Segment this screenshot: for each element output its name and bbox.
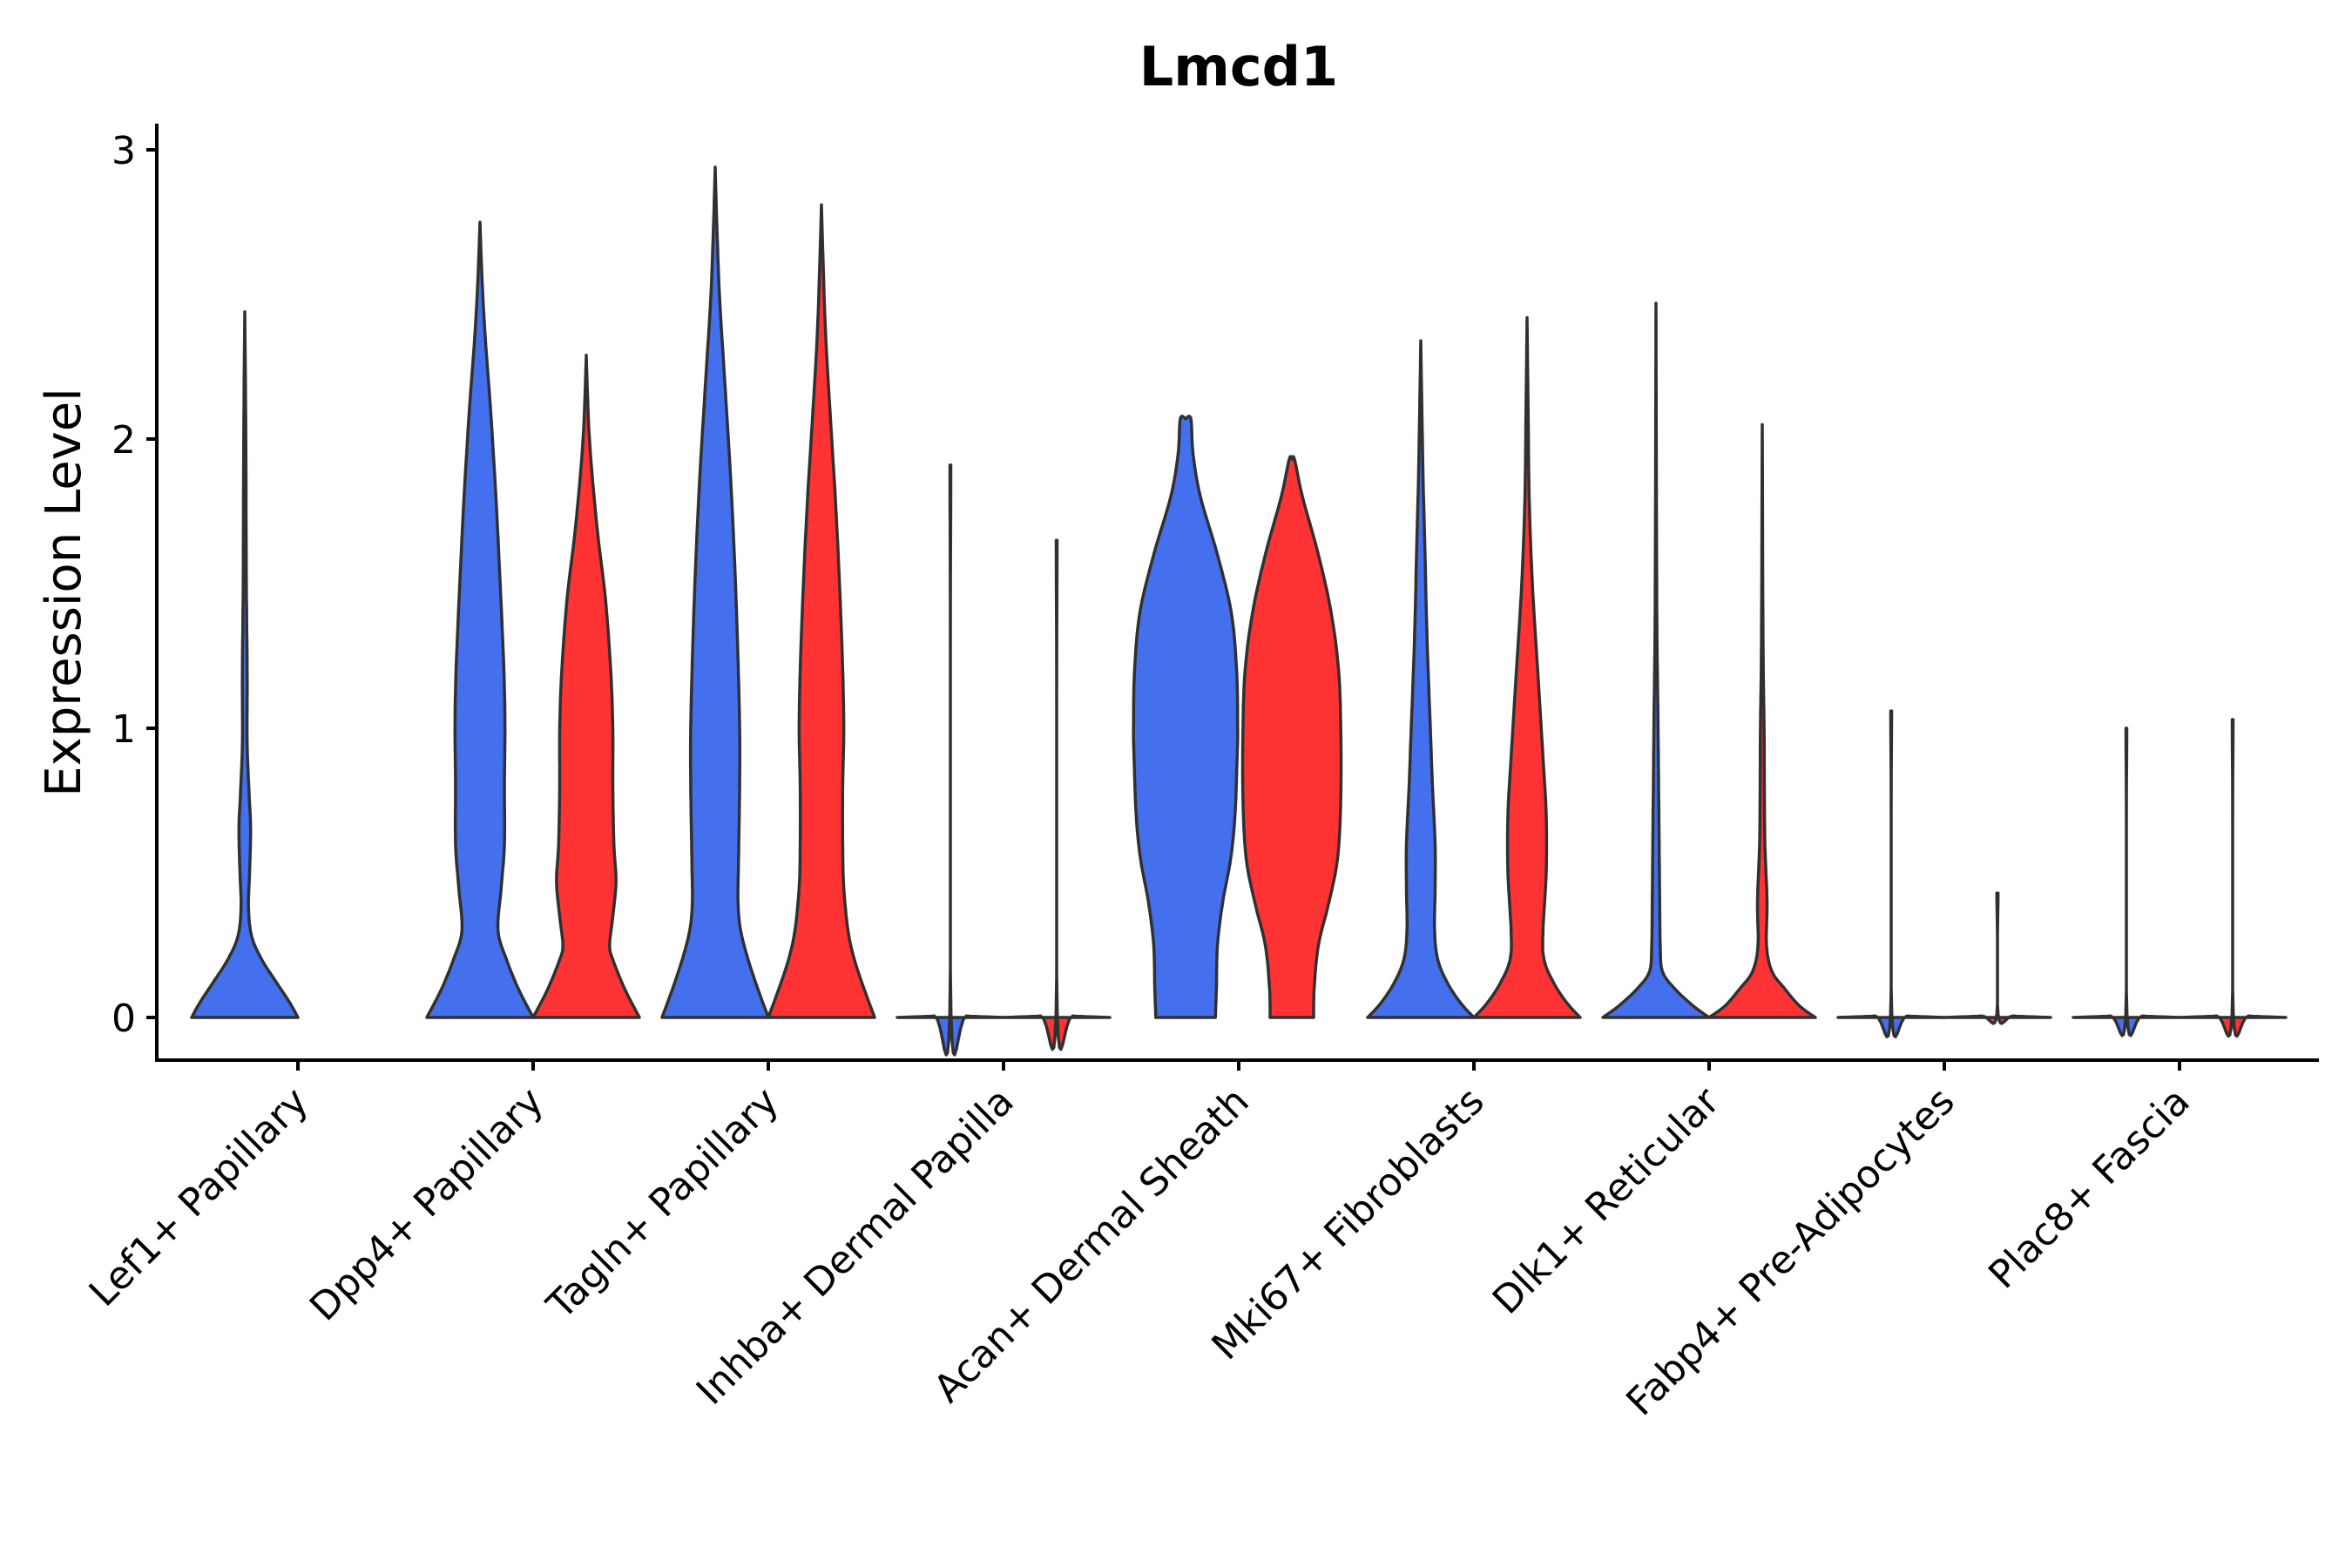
y-ticks-group: 0 1 2 3 bbox=[112, 129, 157, 1041]
y-axis-label: Expression Level bbox=[36, 388, 92, 797]
violin-red bbox=[1943, 891, 2052, 1025]
x-category-label: Tagln+ Papillary bbox=[538, 1079, 787, 1328]
x-category-label: Mki67+ Fibroblasts bbox=[1203, 1079, 1492, 1369]
violin-blue bbox=[896, 463, 1005, 1057]
violin-red bbox=[1707, 422, 1817, 1019]
violin-red bbox=[767, 203, 876, 1019]
y-tick-label: 3 bbox=[112, 129, 136, 173]
violins-group bbox=[190, 166, 2288, 1057]
chart-title: Lmcd1 bbox=[1139, 35, 1338, 98]
violin-blue bbox=[1601, 301, 1711, 1019]
violin-red bbox=[1240, 455, 1343, 1019]
y-tick-label: 2 bbox=[112, 418, 136, 463]
y-tick-label: 0 bbox=[112, 997, 136, 1041]
violin-red bbox=[2178, 718, 2288, 1038]
violin-blue bbox=[1132, 415, 1240, 1019]
violin-blue bbox=[1366, 339, 1476, 1019]
violin-red bbox=[1472, 315, 1582, 1019]
violin-blue bbox=[1836, 709, 1946, 1038]
violin-blue bbox=[2072, 727, 2181, 1037]
violin-red bbox=[531, 353, 641, 1019]
violin-red bbox=[1002, 538, 1112, 1051]
x-category-label: Lef1+ Papillary bbox=[81, 1079, 317, 1315]
x-category-label: Plac8+ Fascia bbox=[1980, 1079, 2199, 1298]
violin-blue bbox=[660, 166, 770, 1019]
x-category-label: Dlk1+ Reticular bbox=[1484, 1078, 1729, 1323]
x-category-label: Dpp4+ Papillary bbox=[301, 1079, 552, 1330]
y-tick-label: 1 bbox=[112, 707, 136, 752]
violin-blue bbox=[425, 220, 535, 1019]
violin-blue bbox=[190, 310, 300, 1019]
